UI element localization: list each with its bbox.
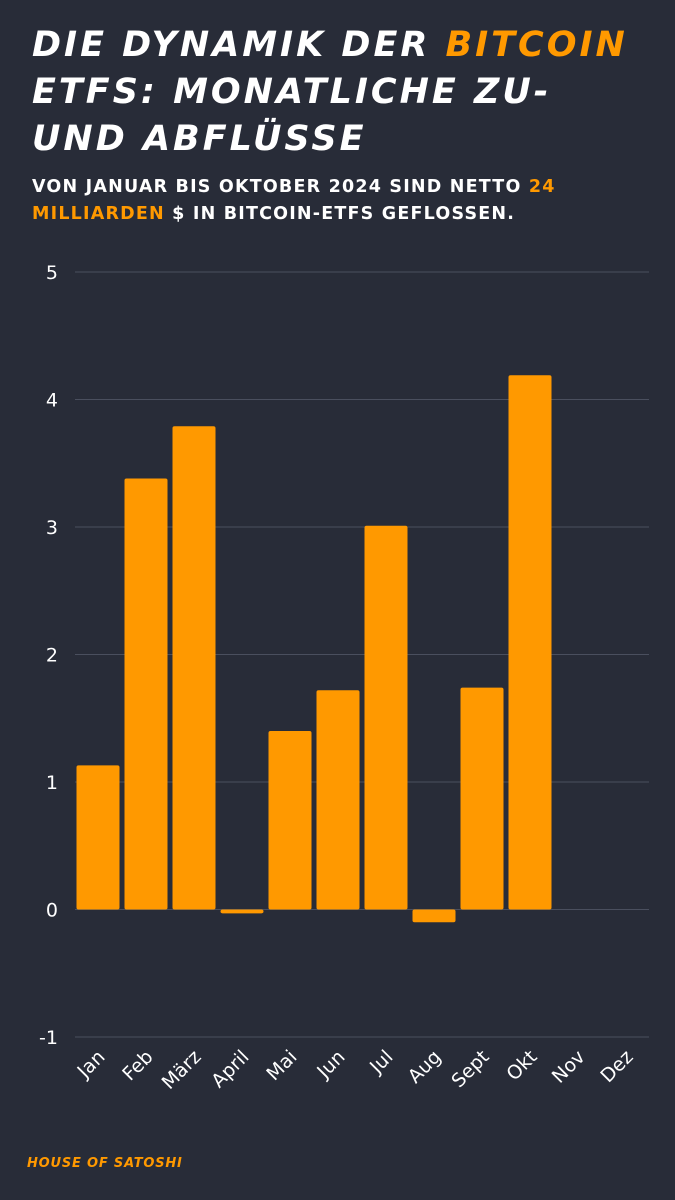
gridlines <box>75 271 649 1038</box>
bar-März <box>172 426 216 910</box>
x-axis-ticks: Jan Feb März April Mai Jun Jul Aug Sept Okt Nov Dez <box>73 1046 638 1094</box>
x-tick-label: Sept <box>447 1046 493 1092</box>
x-tick-label: April <box>207 1046 253 1092</box>
x-tick-label: Feb <box>118 1046 157 1085</box>
y-tick-label: 0 <box>46 900 58 922</box>
x-tick-label: Nov <box>548 1046 590 1088</box>
x-tick-label: Jun <box>312 1046 349 1083</box>
bar-Okt <box>508 375 552 910</box>
x-tick-label: Okt <box>502 1046 541 1085</box>
bar-April <box>220 909 264 914</box>
page-title: DIE DYNAMIK DER BITCOIN ETFS: MONATLICHE… <box>32 22 652 163</box>
page-subtitle: VON JANUAR BIS OKTOBER 2024 SIND NETTO 2… <box>32 174 652 228</box>
x-tick-label: März <box>158 1046 206 1094</box>
bar-Mai <box>268 731 312 910</box>
title-part2: ETFS: MONATLICHE ZU- UND ABFLÜSSE <box>32 72 552 159</box>
y-tick-label: -1 <box>39 1027 58 1049</box>
bar-Sept <box>460 687 504 910</box>
subtitle-part1: VON JANUAR BIS OKTOBER 2024 SIND NETTO <box>32 177 529 197</box>
subtitle-highlight: 24 MILLIARDEN <box>32 177 556 224</box>
x-tick-label: Jan <box>73 1046 110 1083</box>
brand-footer: HOUSE OF SATOSHI <box>27 1156 183 1171</box>
x-tick-label: Aug <box>404 1046 446 1088</box>
y-tick-label: 5 <box>46 262 58 284</box>
bar-Aug <box>412 909 456 923</box>
bar-chart: 5 4 3 2 1 0 -1 Jan Feb März April Mai Jun Jul Aug Sept… <box>39 262 649 1094</box>
bar-Jun <box>316 690 360 910</box>
y-axis-ticks: 5 4 3 2 1 0 -1 <box>39 262 58 1049</box>
x-tick-label: Mai <box>262 1046 301 1085</box>
bar-Jul <box>364 525 408 910</box>
bar-Jan <box>76 765 120 910</box>
bars <box>76 375 552 923</box>
y-tick-label: 2 <box>46 645 58 667</box>
title-highlight: BITCOIN <box>445 25 628 65</box>
y-tick-label: 4 <box>46 390 58 412</box>
bar-Feb <box>124 478 168 910</box>
y-tick-label: 3 <box>46 517 58 539</box>
subtitle-part2: $ IN BITCOIN-ETFS GEFLOSSEN. <box>164 204 516 224</box>
title-part1: DIE DYNAMIK DER <box>32 25 446 65</box>
x-tick-label: Dez <box>596 1046 637 1087</box>
y-tick-label: 1 <box>46 772 58 794</box>
x-tick-label: Jul <box>365 1046 397 1078</box>
